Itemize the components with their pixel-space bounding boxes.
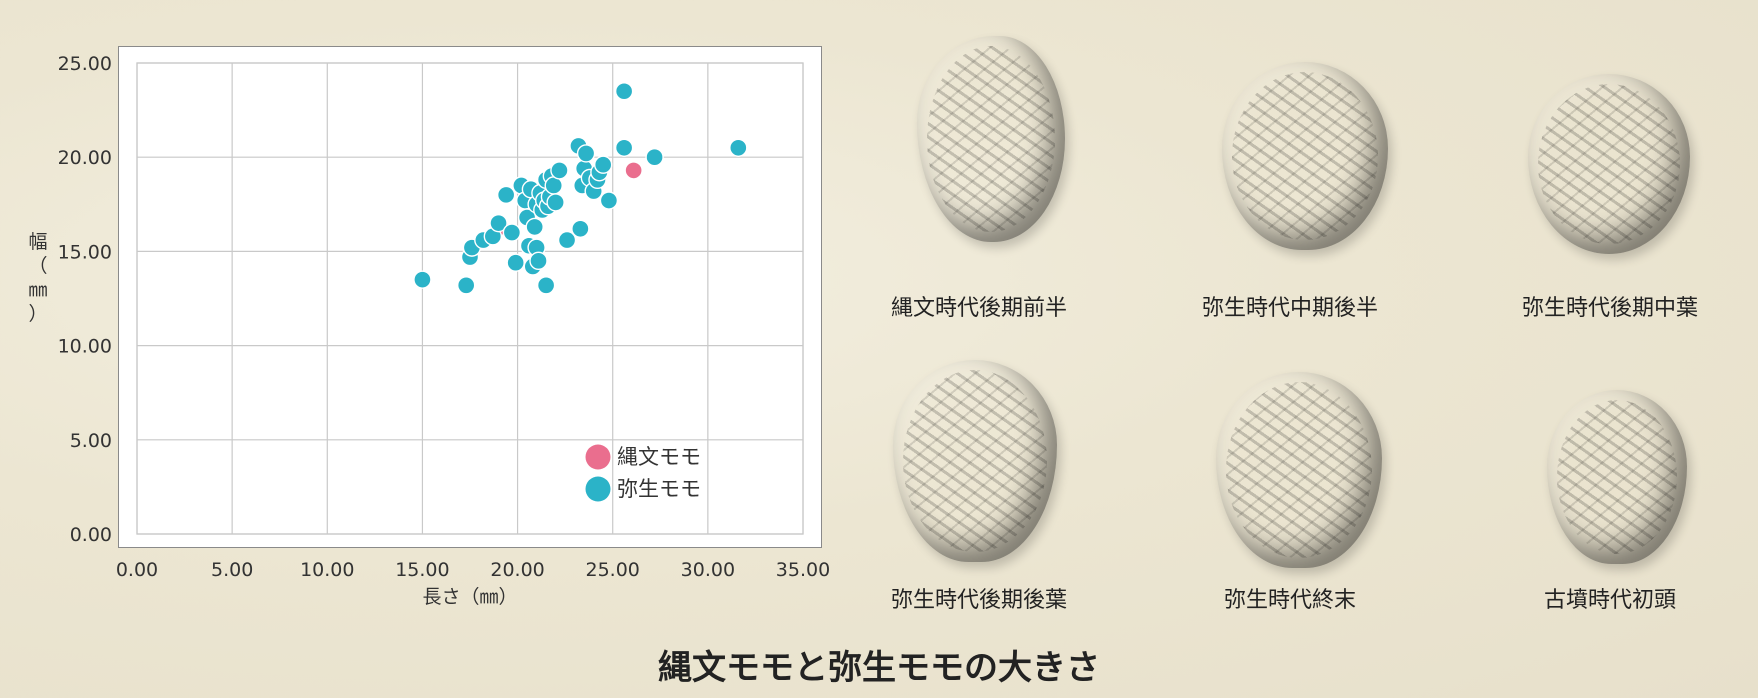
x-tick-label: 10.00: [300, 559, 354, 581]
legend-marker: [585, 476, 611, 502]
data-point: [506, 253, 525, 272]
data-point: [557, 230, 577, 250]
data-point: [502, 223, 522, 242]
seed-caption: 縄文時代後期前半: [890, 296, 1067, 321]
data-point: [546, 193, 565, 212]
seed-caption: 弥生時代後期後葉: [890, 588, 1067, 613]
seed-caption: 古墳時代初頭: [1543, 588, 1676, 613]
data-point: [571, 219, 590, 238]
seed-caption: 弥生時代中期後半: [1201, 296, 1378, 321]
data-point: [576, 144, 596, 163]
y-tick-label: 10.00: [58, 336, 112, 358]
x-tick-label: 20.00: [490, 559, 544, 581]
data-point: [594, 155, 613, 174]
x-tick-label: 15.00: [395, 559, 449, 581]
y-tick-label: 5.00: [70, 430, 112, 452]
data-point: [729, 138, 748, 157]
y-axis-label: ㎜: [28, 279, 47, 301]
legend-label: 縄文モモ: [617, 445, 701, 469]
x-tick-label: 30.00: [681, 559, 735, 581]
y-axis-label: 幅: [28, 231, 47, 253]
y-tick-label: 0.00: [70, 524, 112, 546]
data-point: [614, 82, 634, 101]
x-tick-label: 5.00: [211, 559, 253, 581]
data-point: [599, 191, 619, 210]
scatter-chart-panel: 縄文モモ 弥生モモ: [118, 46, 822, 548]
legend-marker: [585, 444, 611, 470]
data-point: [456, 276, 476, 295]
peach-seed-image: [1547, 390, 1687, 564]
page-title: 縄文モモと弥生モモの大きさ: [658, 648, 1100, 688]
seed-caption: 弥生時代終末: [1223, 588, 1356, 613]
peach-seed-image: [1528, 74, 1690, 254]
data-point: [413, 270, 432, 289]
x-tick-label: 35.00: [776, 559, 830, 581]
peach-seed-image: [1222, 62, 1388, 250]
y-axis-label: （: [28, 255, 47, 277]
y-axis-label: ）: [28, 303, 47, 325]
peach-seed-image: [1216, 372, 1382, 568]
plot-area: [136, 62, 804, 535]
y-tick-label: 20.00: [58, 147, 112, 169]
data-point: [550, 161, 569, 180]
data-point: [489, 213, 508, 233]
x-axis-label: 長さ（㎜）: [422, 586, 517, 608]
data-point: [624, 161, 643, 180]
data-point: [496, 185, 516, 205]
seed-caption: 弥生時代後期中葉: [1521, 296, 1698, 321]
y-tick-label: 15.00: [58, 241, 112, 263]
x-tick-label: 25.00: [586, 559, 640, 581]
peach-seed-image: [917, 36, 1065, 242]
peach-seed-image: [893, 360, 1057, 562]
data-point: [529, 251, 548, 271]
data-point: [536, 276, 556, 295]
data-point: [614, 138, 634, 157]
data-point: [525, 217, 544, 237]
data-point: [645, 147, 664, 167]
y-tick-label: 25.00: [58, 53, 112, 75]
x-tick-label: 0.00: [116, 559, 158, 581]
legend-label: 弥生モモ: [617, 477, 701, 501]
